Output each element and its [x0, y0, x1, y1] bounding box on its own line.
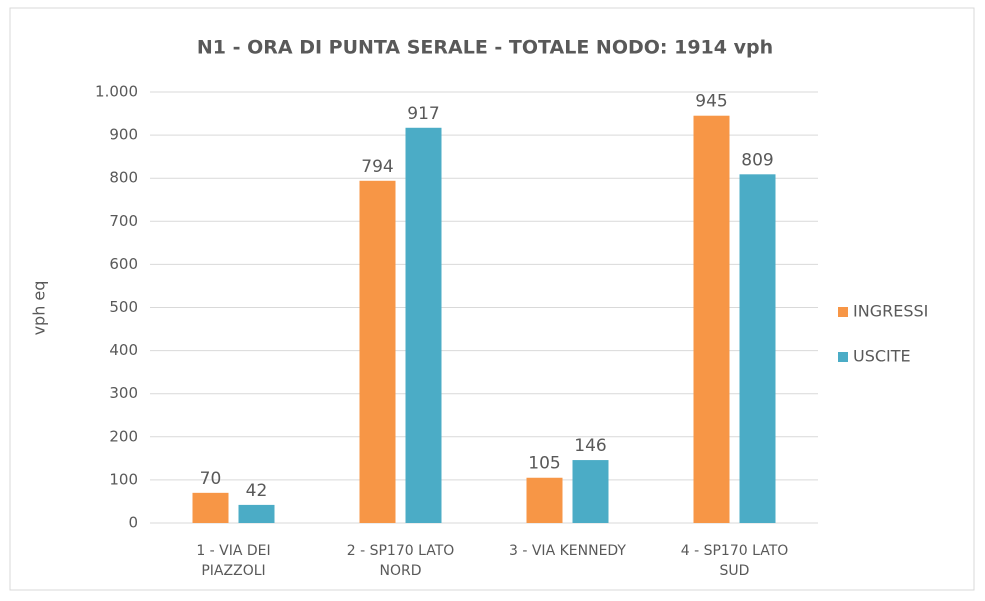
legend-label: USCITE	[853, 347, 911, 366]
legend-swatch	[838, 307, 848, 317]
x-tick-label: 1 - VIA DEI PIAZZOLI	[196, 543, 271, 579]
y-tick-label: 0	[128, 514, 138, 532]
chart-title: N1 - ORA DI PUNTA SERALE - TOTALE NODO: …	[197, 37, 773, 59]
chart-border	[9, 7, 975, 591]
data-label: 917	[407, 104, 439, 124]
y-tick-label: 200	[109, 427, 138, 445]
data-label: 146	[574, 436, 606, 456]
y-tick-label: 1.000	[95, 83, 138, 101]
data-label: 794	[361, 157, 393, 177]
y-tick-label: 700	[109, 212, 138, 230]
y-tick-label: 500	[109, 298, 138, 316]
y-tick-label: 600	[109, 255, 138, 273]
data-label: 42	[246, 481, 268, 501]
y-tick-label: 100	[109, 470, 138, 488]
bar	[359, 180, 396, 523]
y-tick-label: 900	[109, 126, 138, 144]
x-tick-label: 4 - SP170 LATO SUD	[680, 543, 789, 579]
legend-swatch	[838, 352, 848, 362]
y-axis-label: vph eq	[30, 281, 49, 336]
x-tick-label: 2 - SP170 LATO NORD	[346, 543, 455, 579]
y-tick-label: 300	[109, 384, 138, 402]
data-label: 809	[741, 150, 773, 170]
bar	[238, 504, 275, 523]
bar	[192, 492, 229, 523]
data-label: 105	[528, 454, 560, 474]
data-label: 945	[695, 92, 727, 112]
legend-label: INGRESSI	[853, 302, 928, 321]
y-tick-label: 800	[109, 169, 138, 187]
bar	[526, 477, 563, 523]
bar	[693, 115, 730, 523]
data-label: 70	[200, 469, 222, 489]
bar	[739, 174, 776, 524]
y-tick-label: 400	[109, 341, 138, 359]
bar	[572, 460, 609, 523]
bar	[405, 127, 442, 523]
x-tick-label: 3 - VIA KENNEDY	[509, 543, 626, 559]
